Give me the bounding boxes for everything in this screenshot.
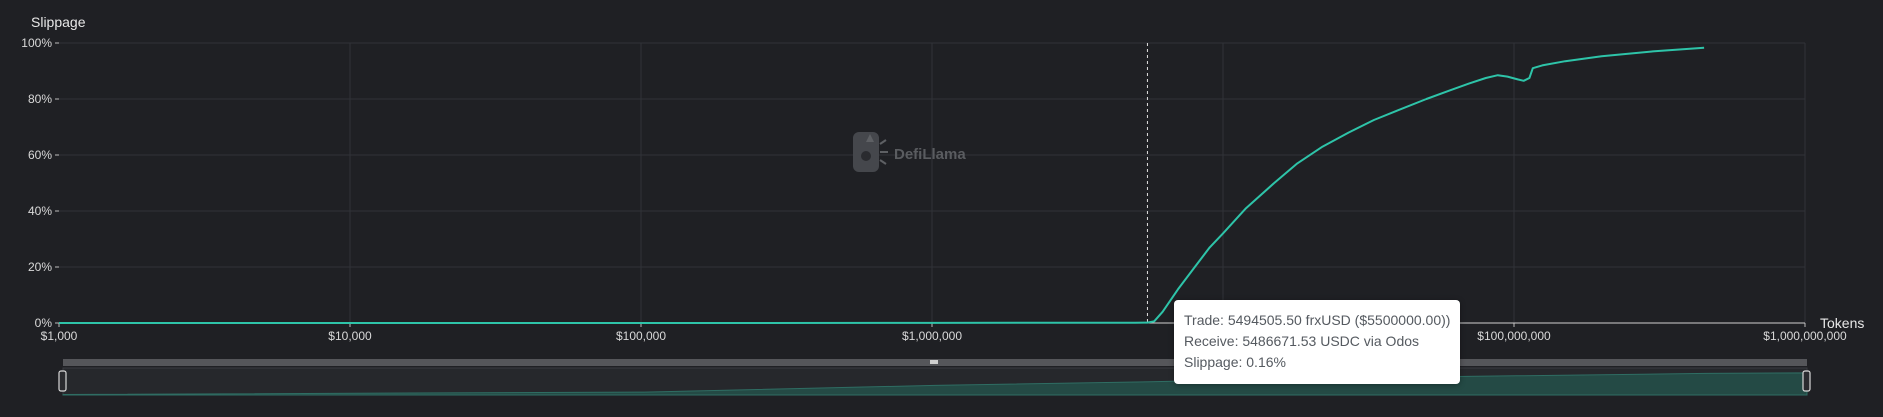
x-axis-title: Tokens — [1820, 315, 1864, 331]
slider-left-handle[interactable] — [58, 370, 67, 392]
x-tick-label: $1,000,000,000 — [1763, 329, 1847, 343]
x-tick-label: $1,000 — [41, 329, 78, 343]
y-tick-label: 20% — [28, 260, 52, 274]
series-layer — [59, 46, 1705, 324]
tooltip-trade: Trade: 5494505.50 frxUSD ($5500000.00)) — [1184, 312, 1451, 328]
x-axis-ticks: $1,000$10,000$100,000$1,000,000$10,000,0… — [41, 323, 1847, 343]
zoom-slider[interactable] — [58, 359, 1811, 396]
y-axis-title: Slippage — [31, 14, 86, 30]
slider-right-handle[interactable] — [1802, 370, 1811, 392]
tooltip-slippage: Slippage: 0.16% — [1184, 354, 1286, 370]
y-axis-ticks: 0% 20% 40% 60% 80% 100% — [21, 36, 59, 330]
series-line-0 — [59, 46, 1705, 324]
watermark-text: DefiLlama — [894, 146, 966, 163]
y-tick-label: 40% — [28, 204, 52, 218]
y-tick-label: 80% — [28, 92, 52, 106]
data-tooltip: Trade: 5494505.50 frxUSD ($5500000.00)) … — [1174, 300, 1460, 384]
y-tick-label: 0% — [35, 316, 53, 330]
x-tick-label: $10,000 — [328, 329, 372, 343]
y-tick-label: 100% — [21, 36, 52, 50]
slider-drag-icon[interactable] — [930, 360, 938, 364]
y-tick-label: 60% — [28, 148, 52, 162]
x-tick-label: $1,000,000 — [902, 329, 962, 343]
x-tick-label: $100,000 — [616, 329, 666, 343]
defillama-watermark: DefiLlama — [853, 132, 966, 172]
llama-logo-icon — [853, 132, 888, 172]
tooltip-receive: Receive: 5486671.53 USDC via Odos — [1184, 333, 1420, 349]
grid-lines — [59, 42, 1806, 323]
x-tick-label: $100,000,000 — [1477, 329, 1551, 343]
